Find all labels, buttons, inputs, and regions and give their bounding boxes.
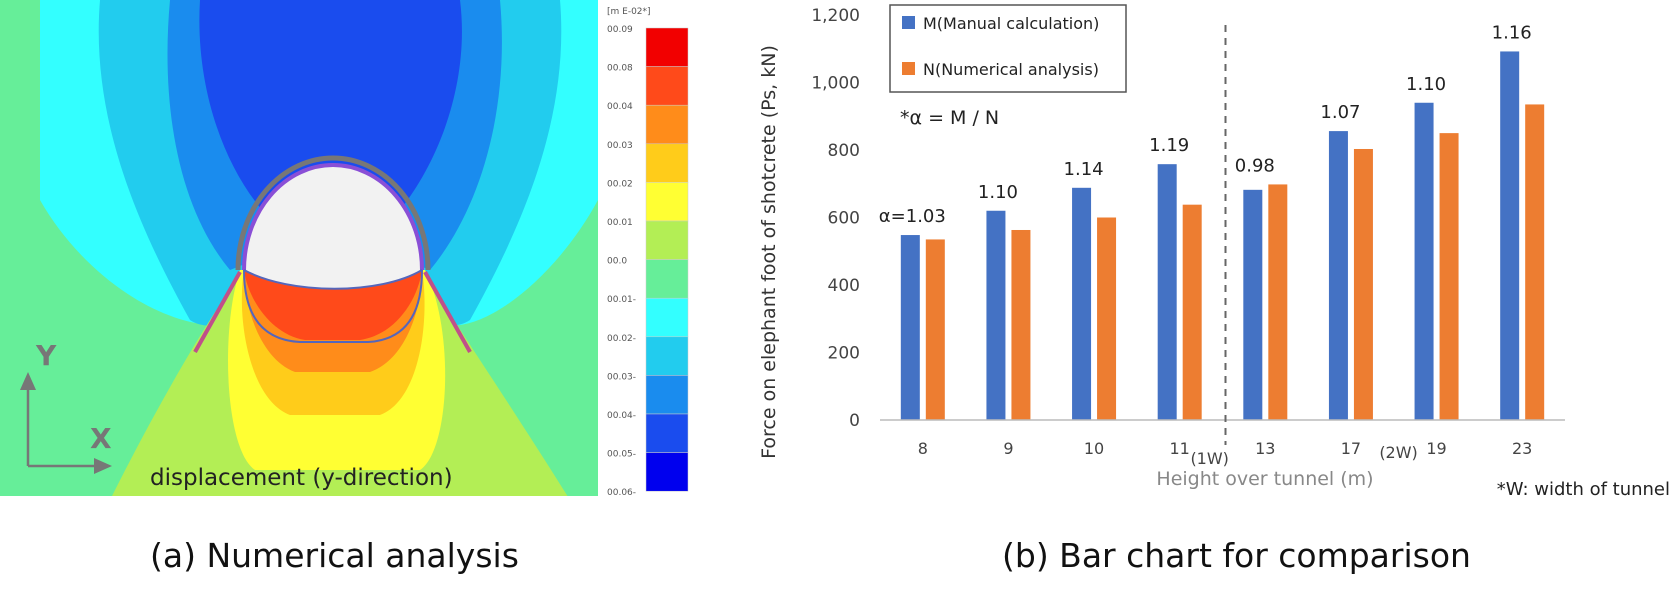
- legend-label-n: N(Numerical analysis): [923, 60, 1099, 79]
- x-marker-label: (2W): [1379, 443, 1417, 462]
- y-axis: 0 200 400 600 800 1,000 1,200: [811, 6, 860, 431]
- chart-legend: M(Manual calculation) N(Numerical analys…: [889, 4, 1127, 93]
- bar-m: [900, 235, 920, 420]
- contour-plot: Y X displacement (y-direction) [m E-02*]…: [0, 0, 700, 500]
- bars: α=1.03 1.10 1.14 1.19 0.98 1.07 1.10 1.16: [879, 22, 1545, 421]
- x-tick-label: 23: [1512, 439, 1532, 458]
- width-note: *W: width of tunnel: [1497, 479, 1670, 500]
- elephant-foot-pipe-left: [193, 271, 242, 353]
- legend-value: 00.08: [607, 64, 633, 74]
- y-tick-label: 0: [849, 411, 860, 431]
- legend-header: [m E-02*]: [607, 7, 651, 17]
- legend-value: 00.01-: [607, 295, 636, 305]
- bar-n: [1439, 133, 1459, 420]
- legend-value: 00.03-: [607, 372, 636, 382]
- tunnel-lower-bench-outline: [243, 269, 423, 343]
- color-legend: [m E-02*] 00.09 00.08 00.04 00.03 00.02 00.01 0…: [600, 0, 700, 500]
- legend-value: 00.04: [607, 102, 633, 112]
- alpha-note: *α = M / N: [900, 107, 999, 129]
- contour-field: [0, 0, 598, 496]
- axis-y-letter: Y: [35, 339, 57, 372]
- bar-n: [1353, 148, 1373, 421]
- ratio-label: 1.14: [1064, 159, 1104, 180]
- legend-swatch: [645, 143, 689, 183]
- x-axis: 8 9 10 11(1W) 13 17 19 (2W) 23: [880, 419, 1565, 468]
- ratio-label: 1.19: [1149, 135, 1189, 156]
- bar-m: [1328, 131, 1348, 420]
- ratio-label: α=1.03: [879, 206, 946, 227]
- bar-m: [1500, 51, 1520, 420]
- legend-value: 00.04-: [607, 411, 636, 421]
- legend-value: 00.05-: [607, 450, 636, 460]
- bar-m: [1414, 102, 1434, 420]
- axis-x-letter: X: [90, 422, 112, 455]
- tunnel-invert-line: [243, 269, 423, 290]
- legend-swatch: [645, 297, 689, 338]
- x-tick-label: 19: [1426, 439, 1446, 458]
- tunnel-lining: [242, 163, 424, 271]
- caption-a: (a) Numerical analysis: [150, 536, 519, 575]
- tunnel-lining-outer: [235, 155, 431, 271]
- x-tick-label: 10: [1084, 439, 1104, 458]
- legend-swatch-m: [902, 16, 915, 29]
- x-marker-label: (1W): [1190, 449, 1228, 468]
- legend-swatch: [645, 259, 689, 299]
- y-tick-label: 800: [828, 141, 860, 161]
- coordinate-axes: [20, 372, 112, 474]
- bar-n: [1097, 217, 1117, 420]
- legend-value: 00.09: [607, 25, 633, 35]
- bar-n: [925, 239, 945, 420]
- contour-zone-red: [244, 270, 422, 340]
- bar-m: [1243, 189, 1263, 420]
- y-tick-label: 1,200: [811, 6, 860, 26]
- legend-swatch: [645, 220, 689, 260]
- legend-swatch: [645, 66, 689, 106]
- legend-label-m: M(Manual calculation): [923, 14, 1099, 33]
- bar-m: [1072, 187, 1092, 420]
- legend-swatch: [645, 104, 689, 145]
- ratio-label: 1.10: [1406, 74, 1446, 95]
- tunnel-opening: [244, 165, 422, 289]
- ratio-label: 1.16: [1492, 22, 1532, 43]
- ratio-label: 1.10: [978, 182, 1018, 203]
- displacement-label: displacement (y-direction): [150, 465, 453, 491]
- x-axis-title: Height over tunnel (m): [1156, 468, 1373, 490]
- bar-n: [1011, 229, 1031, 420]
- x-tick-label: 13: [1255, 439, 1275, 458]
- y-tick-label: 600: [828, 209, 860, 229]
- legend-value: 00.01: [607, 218, 633, 228]
- ratio-label: 1.07: [1320, 102, 1360, 123]
- legend-value: 00.0: [607, 257, 627, 267]
- y-tick-label: 400: [828, 276, 860, 296]
- legend-frame: [889, 4, 1127, 93]
- legend-swatch: [645, 375, 689, 415]
- x-tick-label: 11: [1170, 439, 1190, 458]
- caption-b: (b) Bar chart for comparison: [1002, 536, 1471, 575]
- legend-value: 00.02: [607, 179, 633, 189]
- bar-n: [1182, 204, 1202, 420]
- y-tick-label: 200: [828, 344, 860, 364]
- bar-m: [986, 210, 1006, 420]
- legend-swatch: [645, 336, 689, 376]
- legend-swatch: [645, 182, 689, 222]
- contour-zone-dark-blue: [199, 0, 462, 210]
- legend-value: 00.03: [607, 141, 633, 151]
- bar-n: [1525, 104, 1545, 420]
- legend-value: 00.02-: [607, 334, 636, 344]
- legend-swatch-n: [902, 62, 915, 75]
- legend-value: 00.06-: [607, 488, 636, 498]
- x-tick-label: 9: [1003, 439, 1013, 458]
- x-tick-label: 17: [1341, 439, 1361, 458]
- bar-chart: 0 200 400 600 800 1,000 1,200 α=1.03 1.10 1.14 1.…: [758, 4, 1670, 500]
- elephant-foot-pipe-right: [423, 271, 472, 353]
- y-tick-label: 1,000: [811, 74, 860, 94]
- y-axis-title: Force on elephant foot of shotcrete (Ps,…: [758, 45, 780, 459]
- legend-swatch: [645, 413, 689, 453]
- legend-swatch: [645, 452, 689, 492]
- x-tick-label: 8: [918, 439, 928, 458]
- ratio-label: 0.98: [1235, 155, 1275, 176]
- legend-swatch: [645, 27, 689, 67]
- bar-n: [1268, 184, 1288, 420]
- bar-m: [1157, 164, 1177, 420]
